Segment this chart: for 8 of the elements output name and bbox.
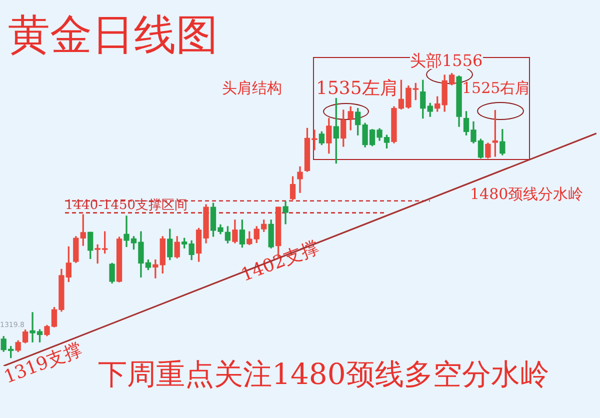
annotation: 1480颈线分水岭 — [470, 185, 584, 204]
annotation: 1319支撑 — [1, 339, 86, 389]
chart-title: 黄金日线图 — [8, 12, 218, 60]
annotation: 1535左肩 — [316, 78, 398, 100]
text: 头部1556 — [410, 51, 483, 70]
annotation: 1525右肩 — [462, 79, 530, 98]
annotation: 头肩结构 — [222, 79, 282, 98]
annotation: 下周重点关注1480颈线多空分水岭 — [98, 357, 549, 392]
